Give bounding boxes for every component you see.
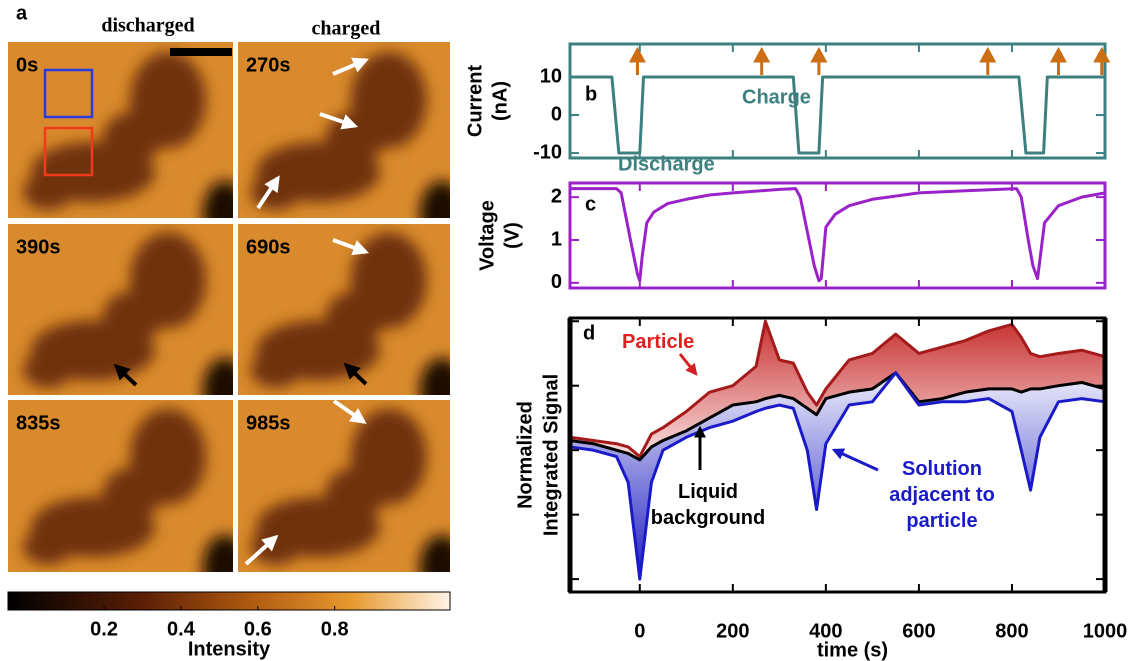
y-tick-label: -10 — [533, 141, 562, 163]
column-title: discharged — [101, 15, 194, 37]
image-frame — [8, 400, 233, 572]
marker-arrow — [753, 46, 771, 75]
dark-region — [23, 351, 73, 388]
image-blobs — [250, 232, 450, 395]
text-line: background — [651, 507, 765, 529]
y-tick-label: 10 — [540, 65, 562, 87]
arrow — [678, 353, 698, 376]
dark-region — [250, 351, 301, 388]
plot-frame — [568, 181, 1107, 290]
scale-bar — [170, 48, 232, 56]
x-axis-title: time (s) — [817, 639, 888, 661]
plot-frame — [568, 42, 1107, 160]
series-line — [569, 319, 1106, 459]
dark-corner — [203, 181, 233, 218]
arrow — [332, 57, 369, 76]
y-tick-label: 0 — [551, 103, 562, 125]
colorbar-tick-label: 0.6 — [244, 618, 272, 640]
marker-arrow — [979, 46, 997, 75]
colorbar-tick-label: 0.2 — [90, 618, 118, 640]
x-tick-label: 600 — [902, 620, 935, 642]
series-line — [569, 371, 1106, 462]
marker-arrow — [1049, 46, 1068, 75]
colorbar-label: Intensity — [188, 638, 271, 660]
series-line — [570, 75, 1105, 155]
text-line: Solution — [902, 458, 982, 480]
fill-band — [570, 321, 1105, 460]
annotation: Discharge — [618, 153, 715, 175]
frame-time: 390s — [16, 236, 61, 258]
annotation-arrows — [113, 57, 879, 566]
series-label: Particle — [622, 331, 694, 353]
dark-region — [23, 528, 73, 565]
panel-label: a — [16, 2, 28, 24]
colorbar-tick-label: 0.4 — [167, 618, 196, 640]
column-title: charged — [312, 18, 381, 40]
frame-time: 0s — [16, 54, 38, 76]
roi-box — [43, 126, 94, 177]
image-frame — [238, 224, 450, 395]
x-tick-label: 0 — [634, 620, 645, 642]
arrow — [256, 175, 280, 210]
arrow — [244, 534, 279, 566]
x-tick-label: 1000 — [1083, 620, 1128, 642]
y-axis-title: Current — [464, 65, 486, 138]
arrow — [831, 448, 879, 472]
text-line: particle — [906, 510, 977, 532]
colorbar-tick-label: 0.8 — [321, 618, 349, 640]
dark-corner — [203, 358, 233, 395]
x-tick-label: 400 — [809, 620, 842, 642]
x-tick-label: 200 — [716, 620, 749, 642]
colorbar — [7, 591, 451, 611]
dark-corner — [420, 358, 450, 395]
text-line: Liquid — [678, 481, 738, 503]
panel-label: b — [585, 83, 597, 105]
series-line — [570, 187, 1106, 283]
panel-a: a discharged charged — [16, 2, 380, 39]
x-tick-label: 800 — [995, 620, 1028, 642]
y-tick-label: 1 — [551, 228, 562, 250]
dark-region — [23, 174, 73, 210]
frame-time: 270s — [246, 54, 291, 76]
dark-region — [250, 528, 301, 565]
arrow — [332, 399, 367, 424]
y-axis-title: Normalized — [514, 401, 536, 509]
series-label: Liquid background — [651, 481, 765, 529]
marker-arrow — [628, 46, 646, 75]
text-line: adjacent to — [889, 484, 995, 506]
frame-time: 985s — [246, 412, 291, 434]
y-axis-title: (V) — [501, 222, 523, 249]
frame-time: 690s — [246, 236, 291, 258]
series-line — [569, 371, 1106, 581]
text-line: Particle — [622, 331, 694, 353]
arrow — [332, 238, 370, 256]
marker-arrow — [1093, 46, 1111, 75]
y-axis-title: Integrated Signal — [540, 374, 562, 536]
marker-arrow — [810, 46, 828, 75]
annotation: Charge — [742, 86, 811, 108]
y-tick-label: 2 — [551, 185, 562, 207]
y-axis-title: Voltage — [476, 200, 498, 271]
frame-time: 835s — [16, 412, 61, 434]
panel-label: c — [585, 193, 596, 215]
arrow — [343, 362, 368, 386]
dark-corner — [203, 535, 233, 572]
arrow — [319, 112, 359, 130]
image-blobs — [23, 408, 233, 572]
y-axis-title: (nA) — [489, 81, 511, 121]
roi-box — [43, 68, 94, 119]
fill-band — [570, 372, 1105, 580]
dark-corner — [420, 535, 450, 572]
y-tick-label: 0 — [551, 271, 562, 293]
series-label: Solution adjacent to particle — [889, 458, 995, 532]
arrow — [113, 363, 138, 387]
dark-corner — [420, 181, 450, 218]
panel-label: d — [583, 322, 595, 344]
